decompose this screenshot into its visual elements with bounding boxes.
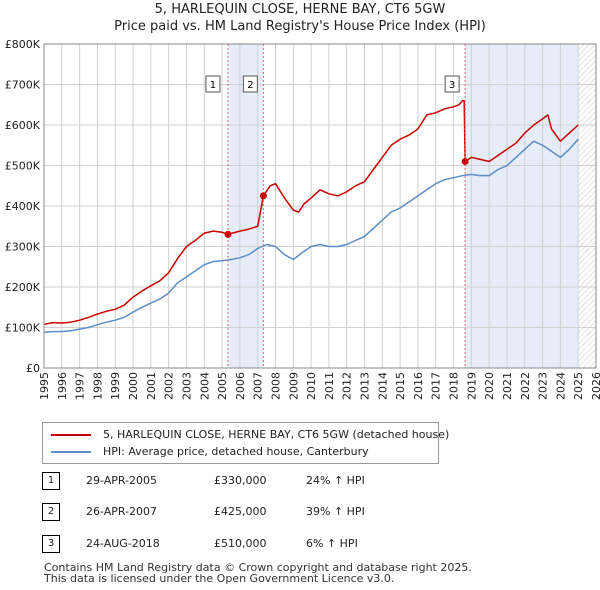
- sale-price: £425,000: [214, 505, 267, 518]
- sale-date: 26-APR-2007: [86, 505, 158, 518]
- sale-label-text: 1: [210, 80, 216, 91]
- y-tick-label: £800K: [5, 38, 41, 51]
- sale-number-badge: 2: [42, 503, 60, 521]
- legend-label-property: 5, HARLEQUIN CLOSE, HERNE BAY, CT6 5GW (…: [103, 428, 450, 441]
- sale-price: £510,000: [214, 537, 267, 550]
- x-tick-label: 2026: [590, 372, 600, 400]
- sale-date: 24-AUG-2018: [86, 537, 160, 550]
- sale-date: 29-APR-2005: [86, 474, 158, 487]
- chart-title-line2: Price paid vs. HM Land Registry's House …: [114, 19, 486, 34]
- y-tick-label: £100K: [5, 322, 41, 335]
- sale-point: [224, 230, 232, 238]
- sale-label-text: 2: [247, 80, 253, 91]
- series-line-hpi: [43, 138, 579, 334]
- x-tick-label: 1999: [109, 372, 122, 400]
- x-tick-label: 2000: [127, 372, 140, 400]
- x-tick-label: 2016: [412, 372, 425, 400]
- chart-series: [43, 99, 579, 334]
- x-tick-label: 2004: [198, 372, 211, 400]
- sale-number-badge: 1: [42, 472, 60, 490]
- sale-row: 3 24-AUG-2018 £510,000 6% ↑ HPI: [42, 535, 542, 553]
- x-tick-label: 2025: [572, 372, 585, 400]
- x-tick-label: 2017: [430, 372, 443, 400]
- plot-frame: [43, 43, 597, 369]
- x-tick-label: 2014: [376, 372, 389, 400]
- sale-hpi-change: 24% ↑ HPI: [306, 474, 365, 487]
- x-tick-label: 2023: [537, 372, 550, 400]
- sale-row: 2 26-APR-2007 £425,000 39% ↑ HPI: [42, 503, 542, 521]
- sale-hpi-change: 39% ↑ HPI: [306, 505, 365, 518]
- x-tick-label: 2007: [252, 372, 265, 400]
- x-tick-label: 2008: [269, 372, 282, 400]
- sale-label-box: [444, 75, 460, 93]
- footer-attribution: Contains HM Land Registry data © Crown c…: [44, 562, 472, 584]
- sale-markers: 1 2 3: [205, 44, 469, 368]
- sale-point: [259, 192, 267, 200]
- x-tick-label: 2021: [501, 372, 514, 400]
- chart-legend: 5, HARLEQUIN CLOSE, HERNE BAY, CT6 5GW (…: [42, 422, 449, 464]
- series-line-property: [43, 99, 579, 326]
- x-tick-label: 2019: [465, 372, 478, 400]
- x-tick-label: 2013: [359, 372, 372, 400]
- x-tick-label: 2012: [341, 372, 354, 400]
- y-tick-label: £700K: [5, 79, 41, 92]
- x-tick-label: 2002: [163, 372, 176, 400]
- x-tick-label: 2003: [180, 372, 193, 400]
- x-tick-label: 2022: [519, 372, 532, 400]
- x-tick-label: 1997: [74, 372, 87, 400]
- y-tick-label: £400K: [5, 200, 41, 213]
- chart-axes: £0 £100K £200K £300K £400K £500K £600K £700K £80…: [5, 38, 600, 400]
- x-tick-label: 2024: [554, 372, 567, 400]
- footer-line1: Contains HM Land Registry data © Crown c…: [44, 561, 472, 574]
- price-chart: 1 2 3 £0 £100K £200K £300K £400K £500K £600K £700…: [5, 38, 600, 400]
- sale-point: [461, 157, 469, 165]
- x-tick-label: 1998: [91, 372, 104, 400]
- x-tick-label: 2005: [216, 372, 229, 400]
- x-tick-label: 2011: [323, 372, 336, 400]
- chart-title-line1: 5, HARLEQUIN CLOSE, HERNE BAY, CT6 5GW: [154, 2, 446, 17]
- footer-line2: This data is licensed under the Open Gov…: [44, 572, 395, 585]
- x-tick-label: 2001: [145, 372, 158, 400]
- x-tick-label: 2020: [483, 372, 496, 400]
- sale-number-badge: 3: [42, 535, 60, 553]
- sale-row: 1 29-APR-2005 £330,000 24% ↑ HPI: [42, 472, 542, 490]
- sale-price: £330,000: [214, 474, 267, 487]
- x-tick-label: 2006: [234, 372, 247, 400]
- x-tick-label: 1995: [38, 372, 51, 400]
- legend-swatch-property: [51, 434, 91, 436]
- sale-hpi-change: 6% ↑ HPI: [306, 537, 358, 550]
- y-tick-label: £0: [26, 362, 40, 375]
- y-tick-label: £600K: [5, 119, 41, 132]
- sale-label-text: 3: [449, 80, 455, 91]
- legend-swatch-hpi: [51, 451, 91, 453]
- y-tick-label: £300K: [5, 241, 41, 254]
- x-tick-label: 2015: [394, 372, 407, 400]
- x-tick-label: 2010: [305, 372, 318, 400]
- y-tick-label: £200K: [5, 281, 41, 294]
- x-tick-label: 1996: [56, 372, 69, 400]
- y-tick-label: £500K: [5, 160, 41, 173]
- sale-label-box: [205, 75, 221, 93]
- sale-label-box: [242, 75, 258, 93]
- x-tick-label: 2009: [287, 372, 300, 400]
- legend-label-hpi: HPI: Average price, detached house, Cant…: [103, 445, 369, 458]
- x-tick-label: 2018: [448, 372, 461, 400]
